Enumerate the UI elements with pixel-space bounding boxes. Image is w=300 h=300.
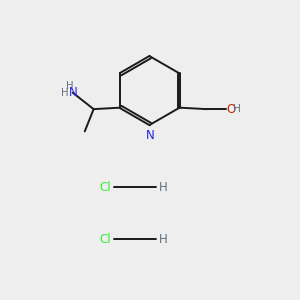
Text: Cl: Cl [100, 181, 111, 194]
Text: H: H [65, 81, 73, 91]
Text: O: O [226, 103, 236, 116]
Text: N: N [146, 129, 154, 142]
Text: H: H [61, 88, 68, 98]
Text: H: H [159, 233, 168, 246]
Text: H: H [159, 181, 168, 194]
Text: H: H [233, 104, 241, 114]
Text: Cl: Cl [100, 233, 111, 246]
Text: N: N [68, 86, 77, 99]
